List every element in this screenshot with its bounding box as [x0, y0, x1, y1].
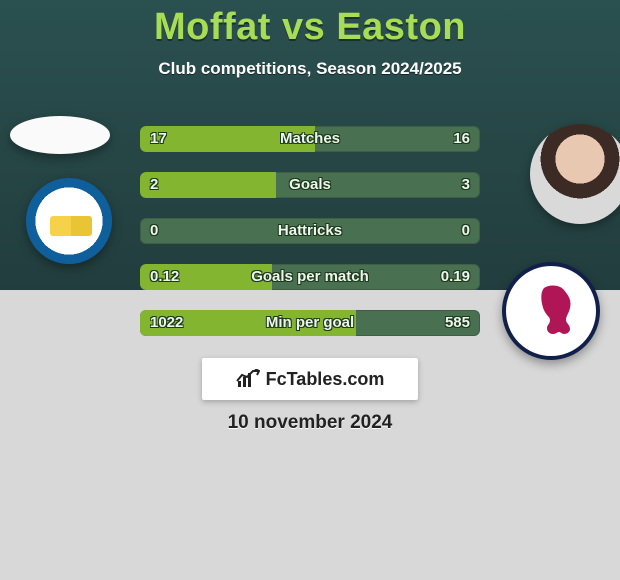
- stat-label: Min per goal: [140, 310, 480, 336]
- stat-value-right: 16: [453, 126, 470, 152]
- chart-icon: [236, 369, 260, 389]
- stat-value-left: 0: [150, 218, 158, 244]
- stat-label: Goals per match: [140, 264, 480, 290]
- page-title: Moffat vs Easton: [0, 0, 620, 49]
- lion-icon: [524, 280, 584, 340]
- stat-value-right: 0.19: [441, 264, 470, 290]
- stat-value-left: 0.12: [150, 264, 179, 290]
- stat-value-right: 3: [462, 172, 470, 198]
- club-badge-right: [502, 262, 600, 360]
- stat-label: Hattricks: [140, 218, 480, 244]
- infographic-root: Moffat vs Easton Club competitions, Seas…: [0, 0, 620, 580]
- stat-value-left: 1022: [150, 310, 183, 336]
- stat-row: Goals per match0.12 0.19: [140, 258, 480, 294]
- stat-value-right: 585: [445, 310, 470, 336]
- stat-value-left: 2: [150, 172, 158, 198]
- subtitle: Club competitions, Season 2024/2025: [0, 59, 620, 79]
- club-badge-left: [26, 178, 112, 264]
- player-right-avatar: [530, 124, 620, 224]
- stat-row: Min per goal1022 585: [140, 304, 480, 340]
- stat-value-right: 0: [462, 218, 470, 244]
- stat-value-left: 17: [150, 126, 167, 152]
- stat-label: Goals: [140, 172, 480, 198]
- brand-text: FcTables.com: [266, 369, 385, 390]
- date-label: 10 november 2024: [0, 412, 620, 434]
- player-left-avatar: [10, 116, 110, 154]
- stat-label: Matches: [140, 126, 480, 152]
- stat-bars: Matches17 16 Goals2 3 Hattricks0 0 Goals per m…: [140, 120, 480, 350]
- stat-row: Goals2 3: [140, 166, 480, 202]
- stat-row: Hattricks0 0: [140, 212, 480, 248]
- brand-badge: FcTables.com: [202, 358, 418, 400]
- stat-row: Matches17 16: [140, 120, 480, 156]
